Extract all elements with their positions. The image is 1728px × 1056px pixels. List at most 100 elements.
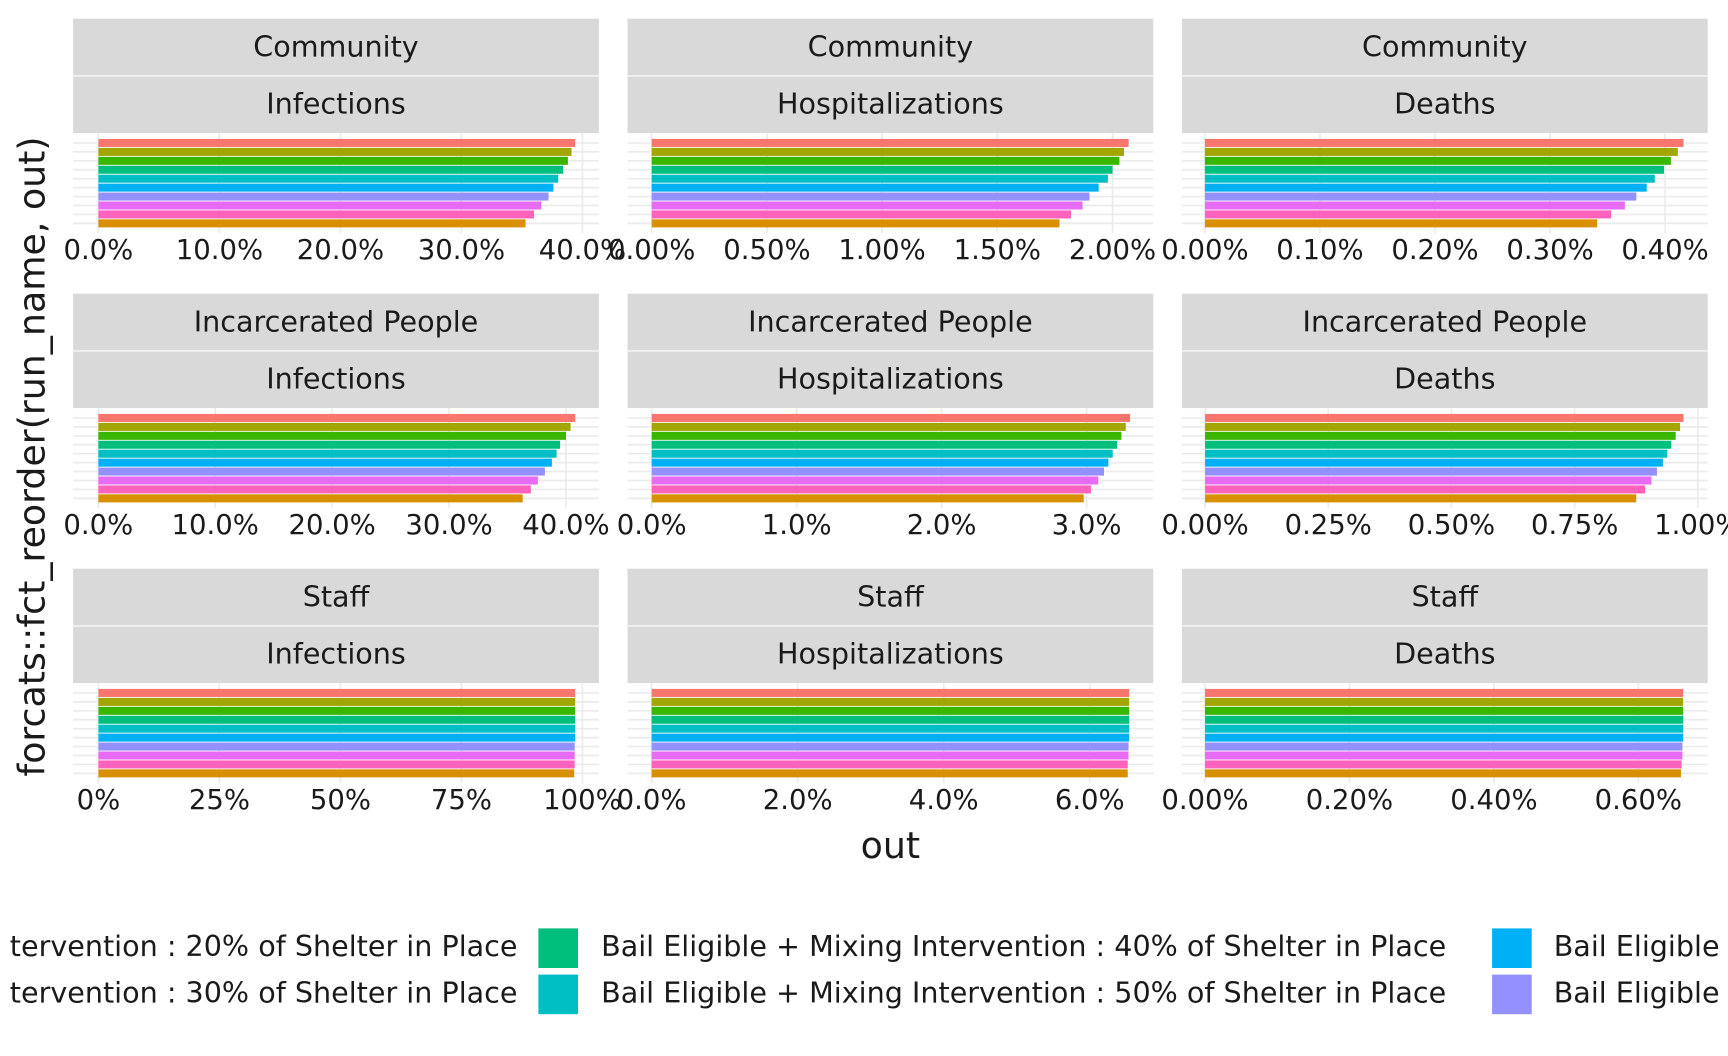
legend-label: Bail Eligible <box>1554 975 1720 1009</box>
strip-label: Deaths <box>1394 87 1495 121</box>
facet-strip <box>73 625 599 684</box>
bar <box>1204 174 1655 183</box>
strip-label: Community <box>808 29 974 63</box>
bar <box>98 147 572 156</box>
x-tick-label: 1.0% <box>762 509 832 541</box>
bar <box>98 174 559 183</box>
bar <box>651 183 1099 192</box>
bar <box>651 742 1129 751</box>
bar <box>98 440 561 449</box>
bar <box>651 697 1130 706</box>
bar <box>651 192 1090 201</box>
x-tick-label: 0.20% <box>1391 234 1478 266</box>
x-tick-label: 0.00% <box>1161 784 1248 816</box>
bar <box>651 210 1072 219</box>
bar <box>98 192 549 201</box>
bar <box>98 485 531 494</box>
x-tick-label: 25% <box>189 784 250 816</box>
bar <box>98 467 545 476</box>
facet-strip <box>73 568 599 626</box>
bar <box>651 165 1113 174</box>
bar <box>1205 422 1681 431</box>
bar <box>1205 733 1684 742</box>
strip-label: Community <box>253 29 419 63</box>
bar <box>98 156 568 165</box>
bar <box>651 219 1060 228</box>
bar <box>98 715 576 724</box>
bar <box>98 458 552 467</box>
bar <box>1205 760 1682 769</box>
bar <box>1205 467 1657 476</box>
x-tick-label: 2.00% <box>1069 234 1156 266</box>
strip-label: Hospitalizations <box>777 362 1004 396</box>
strip-label: Incarcerated People <box>1303 304 1588 338</box>
x-tick-label: 2.0% <box>907 509 977 541</box>
bar <box>98 769 575 778</box>
bar <box>1205 494 1637 503</box>
x-tick-label: 10.0% <box>172 509 259 541</box>
bar <box>651 467 1105 476</box>
legend-label: Bail Eligible <box>1554 929 1720 963</box>
x-tick-label: 4.0% <box>909 784 979 816</box>
x-tick-label: 0.60% <box>1595 784 1682 816</box>
bar <box>1205 413 1684 422</box>
bar <box>1204 219 1598 228</box>
bar <box>651 422 1126 431</box>
bar <box>98 494 523 503</box>
strip-label: Incarcerated People <box>194 304 479 338</box>
bar <box>98 697 576 706</box>
bar <box>651 449 1113 458</box>
strip-label: Hospitalizations <box>777 87 1004 121</box>
bar <box>651 760 1128 769</box>
bar <box>1205 431 1676 440</box>
x-tick-label: 75% <box>431 784 492 816</box>
bar <box>98 706 576 715</box>
x-tick-label: 1.00% <box>1654 509 1728 541</box>
x-tick-label: 0.25% <box>1285 509 1372 541</box>
strip-label: Infections <box>266 637 406 671</box>
legend-label: tervention : 30% of Shelter in Place <box>10 975 518 1009</box>
bar <box>1205 458 1663 467</box>
facet-strip <box>73 293 599 351</box>
facet-strip <box>627 18 1154 76</box>
bar <box>1205 751 1683 760</box>
x-tick-label: 100% <box>543 784 622 816</box>
x-tick-label: 40.0% <box>539 234 626 266</box>
bar <box>1205 724 1684 733</box>
bar <box>98 688 576 697</box>
x-tick-label: 0.40% <box>1621 234 1708 266</box>
x-tick-label: 0.50% <box>1408 509 1495 541</box>
x-tick-label: 0.0% <box>617 509 687 541</box>
x-tick-label: 0% <box>77 784 121 816</box>
legend-label: Bail Eligible + Mixing Intervention : 50… <box>601 975 1446 1009</box>
x-tick-label: 3.0% <box>1052 509 1122 541</box>
x-tick-label: 6.0% <box>1055 784 1125 816</box>
strip-label: Incarcerated People <box>748 304 1033 338</box>
x-tick-label: 0.10% <box>1276 234 1363 266</box>
facet-strip <box>73 75 599 134</box>
legend-label: tervention : 20% of Shelter in Place <box>10 929 518 963</box>
strip-label: Hospitalizations <box>777 637 1004 671</box>
facet-strip <box>1181 568 1708 626</box>
strip-label: Infections <box>266 87 406 121</box>
bar <box>1204 138 1684 147</box>
facet-strip <box>627 568 1154 626</box>
bar <box>1204 183 1647 192</box>
bar <box>1205 440 1672 449</box>
facet-strip <box>627 350 1154 409</box>
x-tick-label: 1.00% <box>838 234 925 266</box>
bar <box>98 751 575 760</box>
bar <box>98 422 571 431</box>
legend-key <box>1492 928 1532 968</box>
x-tick-label: 1.50% <box>954 234 1041 266</box>
x-tick-label: 30.0% <box>405 509 492 541</box>
bar <box>98 210 535 219</box>
strip-label: Staff <box>857 579 925 613</box>
strip-label: Community <box>1362 29 1528 63</box>
strip-label: Deaths <box>1394 637 1495 671</box>
bar <box>651 476 1099 485</box>
bar <box>1204 165 1664 174</box>
bar <box>98 724 576 733</box>
facet-strip <box>73 18 599 76</box>
